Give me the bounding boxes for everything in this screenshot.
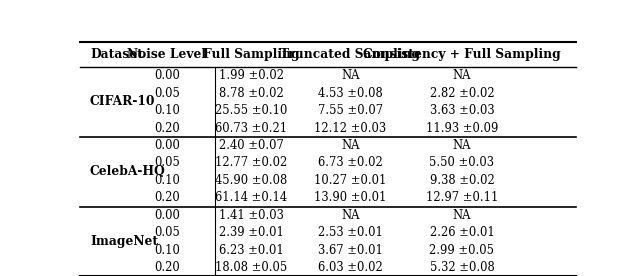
Text: 61.14 ±0.14: 61.14 ±0.14 (215, 191, 287, 204)
Text: 60.73 ±0.21: 60.73 ±0.21 (215, 122, 287, 135)
Text: 12.12 ±0.03: 12.12 ±0.03 (314, 122, 387, 135)
Text: ImageNet: ImageNet (90, 235, 158, 248)
Text: 8.78 ±0.02: 8.78 ±0.02 (219, 87, 284, 100)
Text: 0.05: 0.05 (154, 156, 180, 169)
Text: 10.27 ±0.01: 10.27 ±0.01 (314, 174, 387, 187)
Text: Full Sampling: Full Sampling (203, 48, 300, 61)
Text: Dataset: Dataset (90, 48, 143, 61)
Text: 0.20: 0.20 (154, 261, 180, 274)
Text: Consistency + Full Sampling: Consistency + Full Sampling (363, 48, 561, 61)
Text: 3.63 ±0.03: 3.63 ±0.03 (429, 104, 494, 117)
Text: Truncated Sampling: Truncated Sampling (280, 48, 420, 61)
Text: 12.77 ±0.02: 12.77 ±0.02 (215, 156, 287, 169)
Text: 7.55 ±0.07: 7.55 ±0.07 (317, 104, 383, 117)
Text: 4.53 ±0.08: 4.53 ±0.08 (318, 87, 383, 100)
Text: 5.32 ±0.08: 5.32 ±0.08 (429, 261, 494, 274)
Text: 25.55 ±0.10: 25.55 ±0.10 (215, 104, 287, 117)
Text: 6.23 ±0.01: 6.23 ±0.01 (219, 244, 284, 257)
Text: 0.20: 0.20 (154, 191, 180, 204)
Text: 0.10: 0.10 (154, 174, 180, 187)
Text: 5.50 ±0.03: 5.50 ±0.03 (429, 156, 495, 169)
Text: NA: NA (341, 139, 360, 152)
Text: 2.39 ±0.01: 2.39 ±0.01 (219, 226, 284, 239)
Text: 2.82 ±0.02: 2.82 ±0.02 (429, 87, 494, 100)
Text: 45.90 ±0.08: 45.90 ±0.08 (215, 174, 287, 187)
Text: NA: NA (452, 209, 471, 222)
Text: 2.53 ±0.01: 2.53 ±0.01 (318, 226, 383, 239)
Text: 12.97 ±0.11: 12.97 ±0.11 (426, 191, 498, 204)
Text: NA: NA (341, 209, 360, 222)
Text: 0.05: 0.05 (154, 87, 180, 100)
Text: NA: NA (341, 69, 360, 82)
Text: 0.10: 0.10 (154, 244, 180, 257)
Text: 2.40 ±0.07: 2.40 ±0.07 (219, 139, 284, 152)
Text: 0.20: 0.20 (154, 122, 180, 135)
Text: 3.67 ±0.01: 3.67 ±0.01 (318, 244, 383, 257)
Text: 1.99 ±0.02: 1.99 ±0.02 (219, 69, 284, 82)
Text: 9.38 ±0.02: 9.38 ±0.02 (429, 174, 494, 187)
Text: NA: NA (452, 139, 471, 152)
Text: CelebA-HQ: CelebA-HQ (90, 165, 166, 178)
Text: 0.10: 0.10 (154, 104, 180, 117)
Text: 0.00: 0.00 (154, 69, 180, 82)
Text: 11.93 ±0.09: 11.93 ±0.09 (426, 122, 498, 135)
Text: 2.99 ±0.05: 2.99 ±0.05 (429, 244, 495, 257)
Text: 13.90 ±0.01: 13.90 ±0.01 (314, 191, 387, 204)
Text: 0.05: 0.05 (154, 226, 180, 239)
Text: 0.00: 0.00 (154, 209, 180, 222)
Text: 6.03 ±0.02: 6.03 ±0.02 (318, 261, 383, 274)
Text: Noise Level: Noise Level (127, 48, 206, 61)
Text: 2.26 ±0.01: 2.26 ±0.01 (429, 226, 494, 239)
Text: 18.08 ±0.05: 18.08 ±0.05 (215, 261, 287, 274)
Text: 1.41 ±0.03: 1.41 ±0.03 (219, 209, 284, 222)
Text: NA: NA (452, 69, 471, 82)
Text: 6.73 ±0.02: 6.73 ±0.02 (318, 156, 383, 169)
Text: 0.00: 0.00 (154, 139, 180, 152)
Text: CIFAR-10: CIFAR-10 (90, 95, 156, 108)
